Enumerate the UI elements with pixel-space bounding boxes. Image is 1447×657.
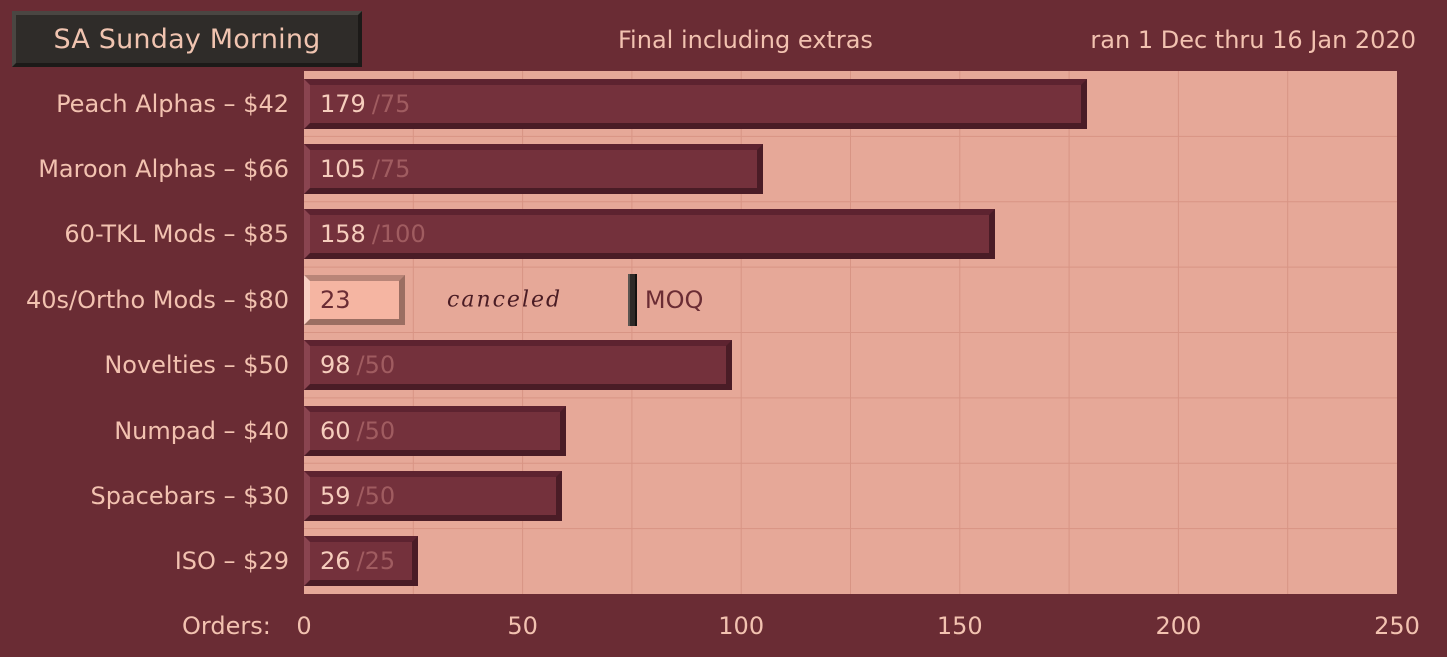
category-label: Numpad – $40 xyxy=(114,416,289,445)
bar xyxy=(304,144,764,195)
bar-value: 23 xyxy=(320,285,351,314)
bar xyxy=(304,209,995,260)
bar-moq: /50 xyxy=(356,481,396,510)
chart-subtitle: Final including extras xyxy=(618,26,873,54)
bar-value: 59 xyxy=(320,481,351,510)
bar-moq: /75 xyxy=(371,89,411,118)
x-tick-label: 100 xyxy=(718,612,765,640)
bar-label: 23 xyxy=(320,286,351,314)
bar-value: 158 xyxy=(320,220,366,249)
title-box: SA Sunday Morning xyxy=(12,11,362,67)
category-label: 40s/Ortho Mods – $80 xyxy=(25,285,289,314)
category-label: ISO – $29 xyxy=(174,547,289,576)
canceled-annotation: canceled xyxy=(447,287,563,313)
bar-value: 98 xyxy=(320,351,351,380)
bar-label: 60/50 xyxy=(320,417,395,445)
bar-label: 158/100 xyxy=(320,220,426,248)
moq-marker xyxy=(627,273,637,326)
bar-moq: /50 xyxy=(356,351,396,380)
x-tick-label: 0 xyxy=(296,612,312,640)
x-axis-prefix: Orders: xyxy=(182,612,271,640)
bar-value: 179 xyxy=(320,89,366,118)
category-label: Maroon Alphas – $66 xyxy=(38,155,289,184)
category-label: Novelties – $50 xyxy=(104,351,289,380)
bar-value: 60 xyxy=(320,416,351,445)
bar xyxy=(304,340,733,391)
bar-moq: /75 xyxy=(371,155,411,184)
category-label: Spacebars – $30 xyxy=(90,481,289,510)
bar-moq: /25 xyxy=(356,547,396,576)
bar-label: 59/50 xyxy=(320,482,395,510)
category-label: Peach Alphas – $42 xyxy=(56,89,289,118)
bar-value: 26 xyxy=(320,547,351,576)
category-label: 60-TKL Mods – $85 xyxy=(64,220,289,249)
bar-label: 105/75 xyxy=(320,155,410,183)
x-tick-label: 150 xyxy=(936,612,983,640)
x-tick-label: 200 xyxy=(1155,612,1202,640)
bar xyxy=(304,274,405,325)
bar xyxy=(304,470,562,521)
bar-value: 105 xyxy=(320,155,366,184)
bar-moq: /100 xyxy=(371,220,426,249)
bar-label: 98/50 xyxy=(320,351,395,379)
x-tick-label: 50 xyxy=(507,612,538,640)
chart-title: SA Sunday Morning xyxy=(53,23,321,55)
bar xyxy=(304,78,1087,129)
bar-label: 26/25 xyxy=(320,547,395,575)
bar-label: 179/75 xyxy=(320,90,410,118)
bar-moq: /50 xyxy=(356,416,396,445)
date-range: ran 1 Dec thru 16 Jan 2020 xyxy=(1090,26,1416,54)
bar xyxy=(304,405,567,456)
moq-label: MOQ xyxy=(644,285,704,314)
x-tick-label: 250 xyxy=(1374,612,1420,640)
bar xyxy=(304,536,418,587)
